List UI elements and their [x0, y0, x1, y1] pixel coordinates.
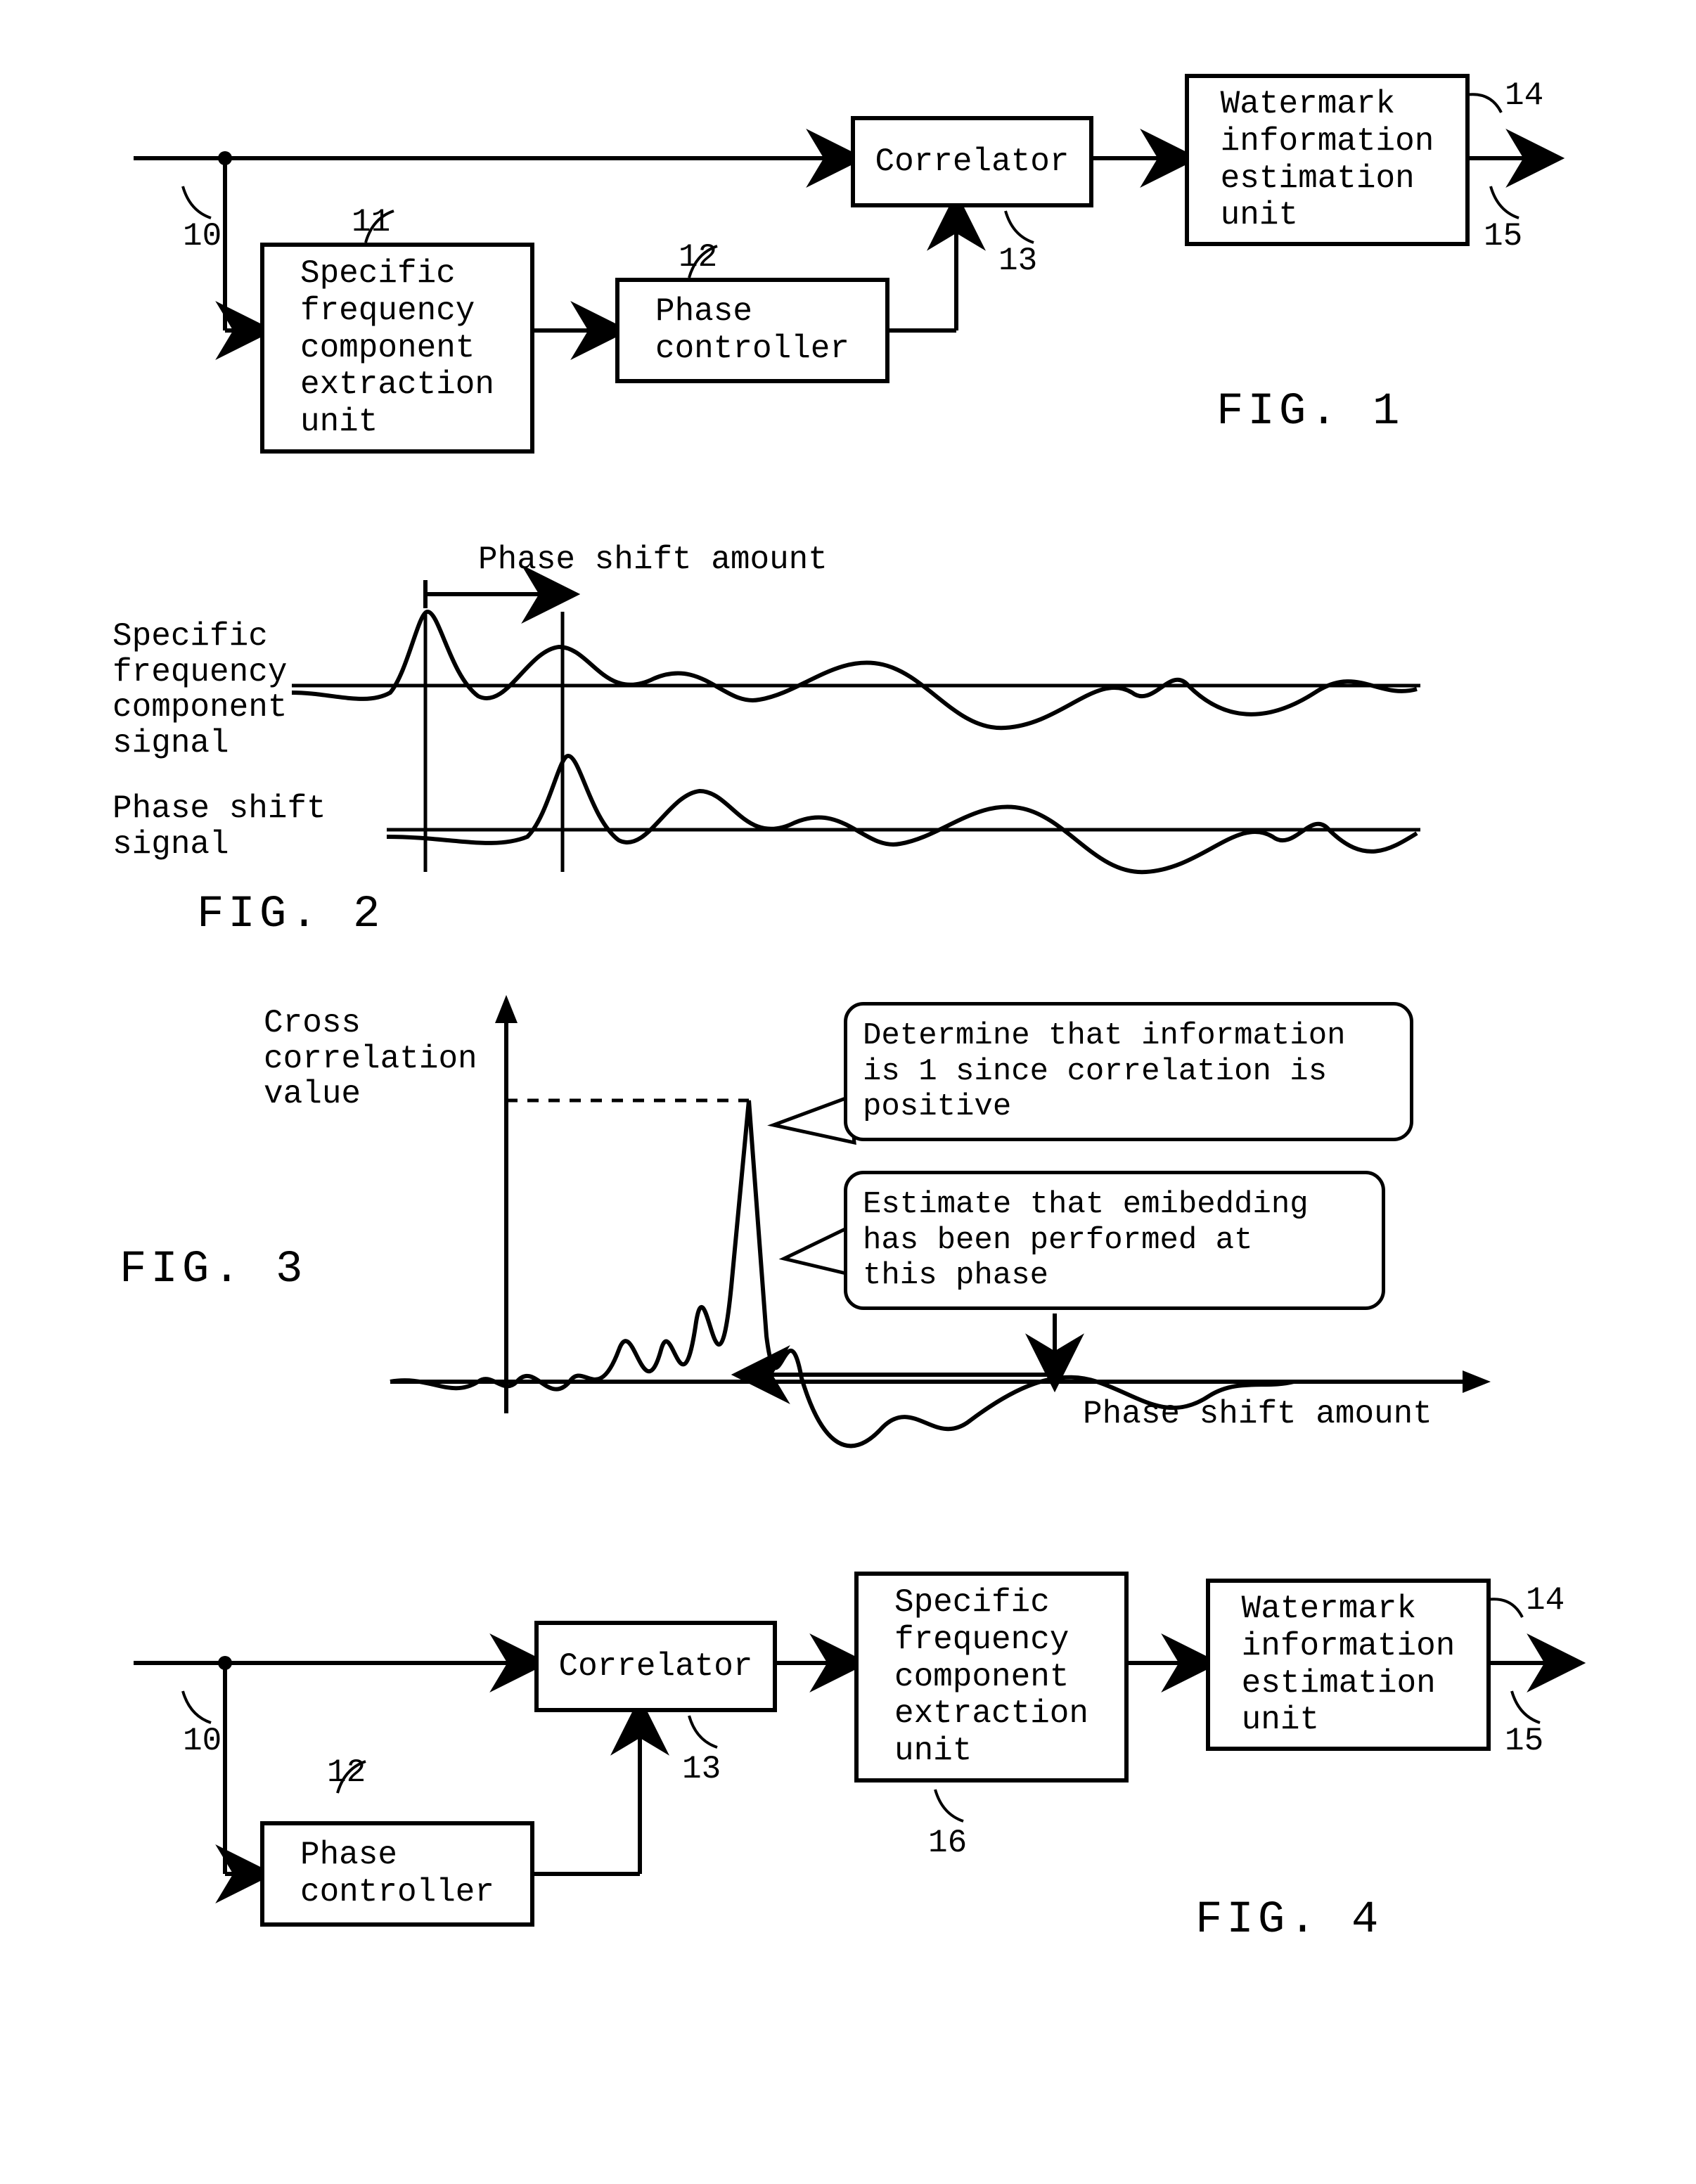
fig4-sfceu-text: Specific frequency component extraction …	[894, 1584, 1088, 1770]
fig4-ref-15: 15	[1505, 1723, 1543, 1759]
fig4-ref-10: 10	[183, 1723, 221, 1759]
fig4-watermark-text: Watermark information estimation unit	[1242, 1591, 1456, 1740]
page: Specific frequency component extraction …	[0, 0, 1696, 2184]
fig4-sfceu-block: Specific frequency component extraction …	[854, 1572, 1129, 1782]
fig4-ref-14: 14	[1526, 1582, 1565, 1619]
fig4-wires	[0, 0, 1696, 2184]
fig4-ref-12: 12	[327, 1754, 366, 1791]
fig4-ref-13: 13	[682, 1751, 721, 1787]
fig4-ref-16: 16	[928, 1825, 967, 1861]
fig4-watermark-block: Watermark information estimation unit	[1206, 1579, 1491, 1751]
fig4-phase-block: Phase controller	[260, 1821, 534, 1927]
fig4-phase-text: Phase controller	[300, 1837, 494, 1911]
fig4-correlator-block: Correlator	[534, 1621, 777, 1712]
fig4-correlator-text: Correlator	[558, 1648, 752, 1685]
fig4-title: FIG. 4	[1195, 1895, 1382, 1946]
